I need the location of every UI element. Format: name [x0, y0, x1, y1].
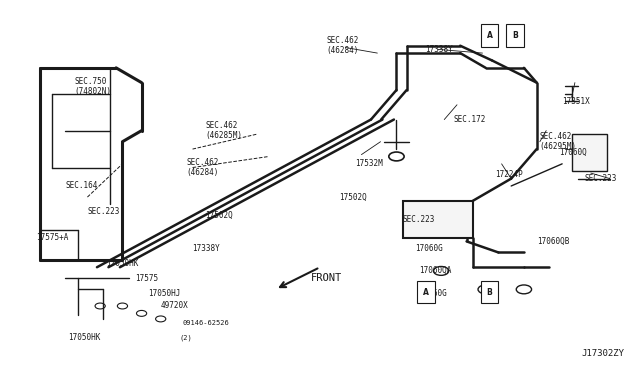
Text: (2): (2) — [180, 334, 193, 341]
Text: SEC.750
(74802N): SEC.750 (74802N) — [75, 77, 111, 96]
FancyBboxPatch shape — [481, 24, 499, 47]
Text: 17575: 17575 — [135, 274, 158, 283]
Text: 49720X: 49720X — [161, 301, 188, 311]
Text: SEC.223: SEC.223 — [88, 207, 120, 217]
Text: A: A — [423, 288, 429, 296]
Text: 17502Q: 17502Q — [205, 211, 233, 220]
FancyBboxPatch shape — [417, 281, 435, 304]
Text: 17224P: 17224P — [495, 170, 523, 179]
Text: SEC.172: SEC.172 — [454, 115, 486, 124]
Text: SEC.462
(46285M): SEC.462 (46285M) — [205, 121, 243, 140]
Text: 17575+A: 17575+A — [36, 233, 69, 242]
Text: 17060QB: 17060QB — [537, 237, 569, 246]
Text: J17302ZY: J17302ZY — [581, 350, 624, 359]
Text: 17060QA: 17060QA — [419, 266, 451, 275]
Text: A: A — [486, 31, 492, 40]
Text: 17338Y: 17338Y — [425, 45, 453, 54]
Text: 09146-62526: 09146-62526 — [183, 320, 230, 326]
FancyBboxPatch shape — [572, 134, 607, 171]
Text: 17060Q: 17060Q — [559, 148, 587, 157]
Text: FRONT: FRONT — [310, 273, 342, 283]
Text: SEC.462
(46284): SEC.462 (46284) — [186, 158, 218, 177]
Text: SEC.462
(46284): SEC.462 (46284) — [326, 36, 359, 55]
Text: SEC.223: SEC.223 — [584, 174, 617, 183]
Text: 17050HK: 17050HK — [68, 333, 100, 342]
Text: 17060G: 17060G — [419, 289, 447, 298]
FancyBboxPatch shape — [403, 201, 473, 238]
Text: B: B — [486, 288, 492, 296]
Text: 17502Q: 17502Q — [339, 193, 367, 202]
Text: SEC.164: SEC.164 — [65, 182, 97, 190]
Text: SEC.223: SEC.223 — [403, 215, 435, 224]
Text: SEC.462
(46295M): SEC.462 (46295M) — [540, 132, 577, 151]
Text: 17351X: 17351X — [562, 97, 590, 106]
Text: 17050HJ: 17050HJ — [148, 289, 180, 298]
Text: 17532M: 17532M — [355, 159, 383, 169]
Text: 17060G: 17060G — [415, 244, 444, 253]
Text: B: B — [512, 31, 518, 40]
FancyBboxPatch shape — [506, 24, 524, 47]
Text: 17338Y: 17338Y — [193, 244, 220, 253]
Text: 17050HK: 17050HK — [106, 259, 139, 268]
FancyBboxPatch shape — [481, 281, 499, 304]
